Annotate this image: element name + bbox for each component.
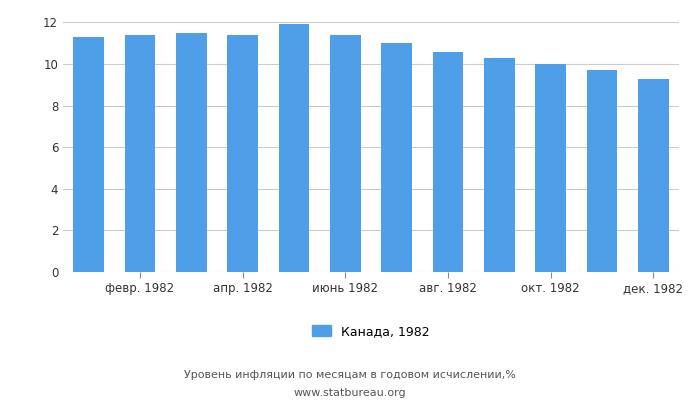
Bar	[74, 37, 104, 272]
Bar	[176, 33, 206, 272]
Bar	[382, 43, 412, 272]
Bar	[638, 78, 668, 272]
Text: Уровень инфляции по месяцам в годовом исчислении,%: Уровень инфляции по месяцам в годовом ис…	[184, 370, 516, 380]
Bar	[536, 64, 566, 272]
Bar	[125, 35, 155, 272]
Bar	[484, 58, 514, 272]
Bar	[587, 70, 617, 272]
Bar	[279, 24, 309, 272]
Bar	[330, 35, 360, 272]
Bar	[433, 52, 463, 272]
Legend: Канада, 1982: Канада, 1982	[312, 325, 430, 338]
Bar	[228, 35, 258, 272]
Text: www.statbureau.org: www.statbureau.org	[294, 388, 406, 398]
